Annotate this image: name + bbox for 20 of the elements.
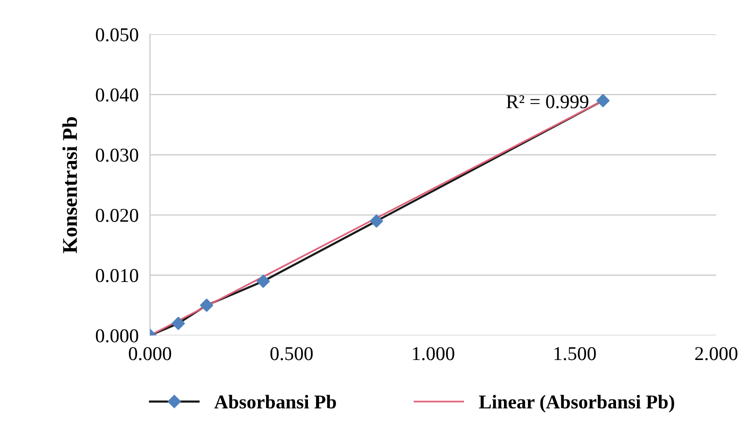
legend-label: Absorbansi Pb bbox=[214, 394, 336, 409]
annotation: R² = 0.999 bbox=[506, 95, 588, 108]
x-tick-label: 0.500 bbox=[270, 347, 313, 360]
x-tick-label: 0.000 bbox=[128, 347, 172, 360]
y-tick-label: 0.050 bbox=[96, 28, 138, 42]
legend-label: Linear (Absorbansi Pb) bbox=[479, 394, 674, 412]
x-tick-label: 2.000 bbox=[695, 347, 738, 360]
x-tick-label: 1.500 bbox=[554, 347, 596, 360]
y-axis-title: Konsentrasi Pb bbox=[62, 117, 78, 254]
point bbox=[370, 214, 384, 228]
x-tick-label: 1.000 bbox=[412, 347, 454, 360]
point bbox=[172, 316, 185, 330]
y-tick-label: 0.010 bbox=[96, 269, 138, 282]
point bbox=[200, 298, 214, 312]
point bbox=[256, 274, 270, 288]
y-tick-label: 0.020 bbox=[96, 208, 138, 222]
y-tick-label: 0.030 bbox=[96, 148, 138, 162]
y-tick-label: 0.040 bbox=[96, 88, 138, 102]
y-tick-label: 0.000 bbox=[96, 329, 138, 342]
point bbox=[596, 94, 610, 108]
